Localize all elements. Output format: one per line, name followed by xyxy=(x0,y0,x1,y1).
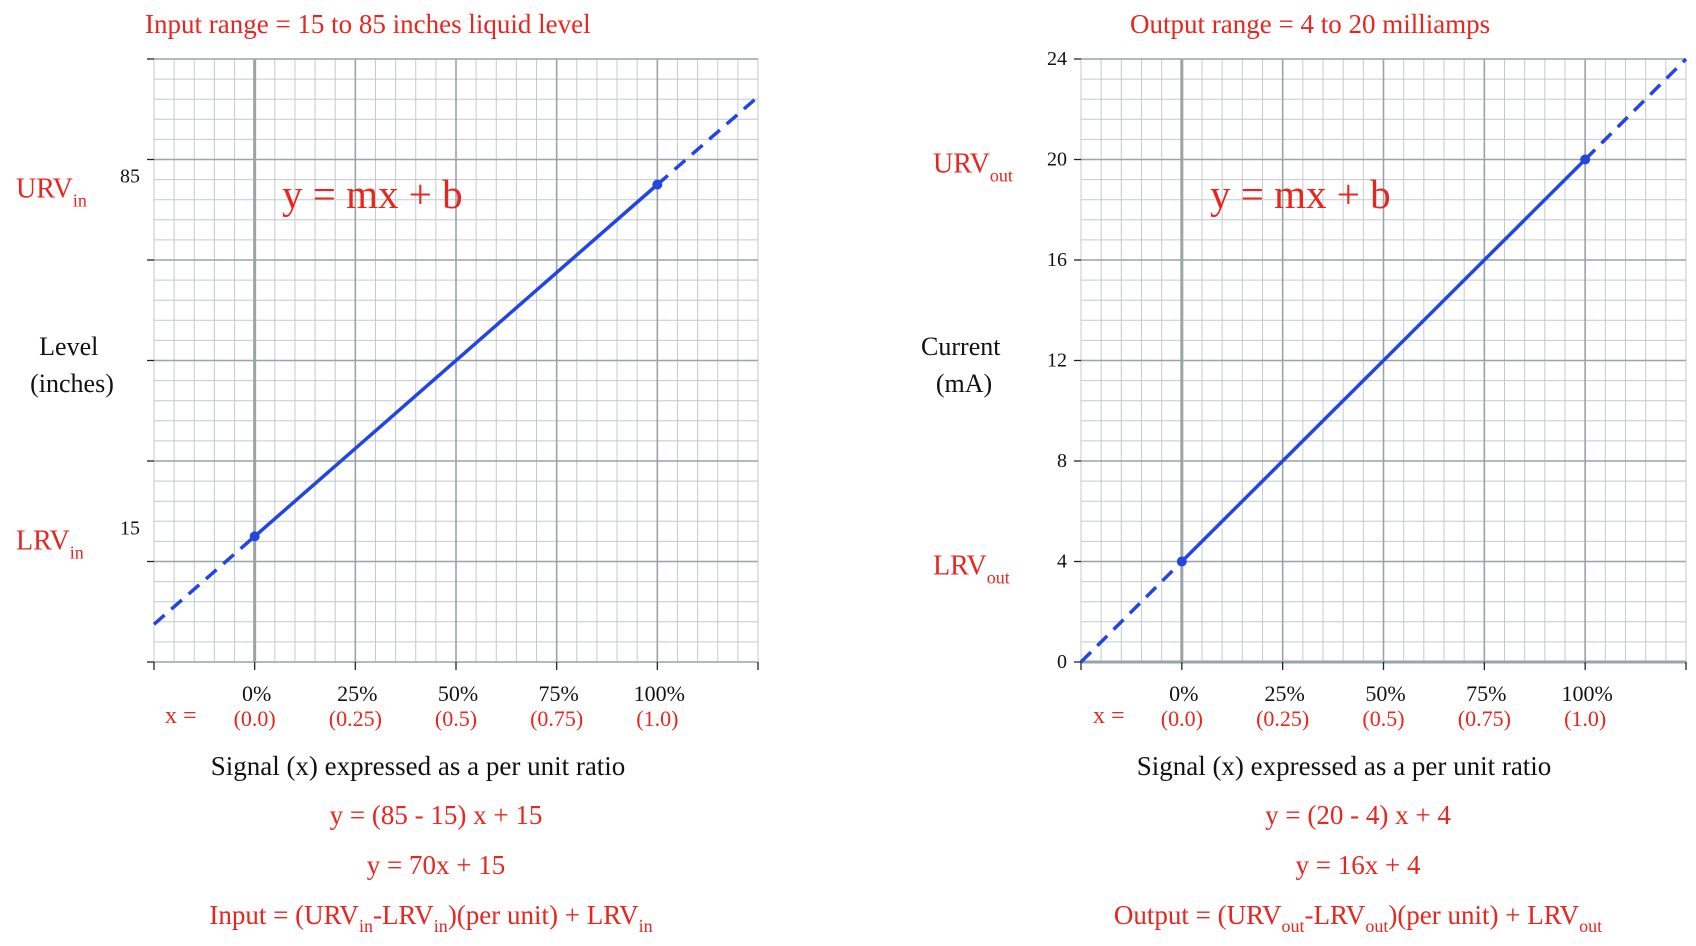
x-prefix-label: x = xyxy=(1093,703,1125,729)
data-point xyxy=(1580,154,1591,165)
y-axis-label-line1: Current xyxy=(921,332,1001,361)
series-line-extrapolated xyxy=(152,535,256,626)
formula-expanded: y = (20 - 4) x + 4 xyxy=(1265,800,1451,830)
x-prefix-label: x = xyxy=(165,703,197,729)
x-tick-percent: 75% xyxy=(1466,681,1506,706)
formula-expanded: y = (85 - 15) x + 15 xyxy=(330,800,543,830)
range-value-label: URVin xyxy=(16,174,87,211)
y-axis-label: Current (mA) xyxy=(921,332,1007,398)
y-ticks: 15 LRVin 85 URVin xyxy=(16,166,140,563)
data-point xyxy=(652,179,663,190)
data-point xyxy=(249,531,260,542)
x-tick-percent: 75% xyxy=(539,681,579,706)
x-tick-ratio: (0.25) xyxy=(329,706,382,731)
equation-label: y = mx + b xyxy=(1210,171,1391,217)
x-ticks: 0%(0.0) 25%(0.25) 50%(0.5) 75%(0.75) 100%(1.… xyxy=(1161,681,1613,731)
equation-label: y = mx + b xyxy=(282,171,463,217)
y-ticks: 0 4 LRVout 8 12 16 20 URVout 24 xyxy=(933,48,1067,673)
x-ticks: 0%(0.0) 25%(0.25) 50%(0.5) 75%(0.75) 100%(1.… xyxy=(234,681,685,731)
x-tick-percent: 25% xyxy=(1265,681,1305,706)
data-point xyxy=(1176,556,1187,567)
input-range-chart: Input range = 15 to 85 inches liquid lev… xyxy=(16,9,760,936)
y-tick-label: 12 xyxy=(1047,350,1067,372)
y-axis-label: Level (inches) xyxy=(30,332,114,398)
x-tick-ratio: (0.75) xyxy=(1458,706,1511,731)
y-tick-label: 16 xyxy=(1047,249,1067,271)
x-tick-ratio: (0.75) xyxy=(530,706,583,731)
series-line-extrapolated xyxy=(1079,560,1184,664)
chart-title: Output range = 4 to 20 milliamps xyxy=(1130,9,1490,39)
chart-title: Input range = 15 to 85 inches liquid lev… xyxy=(145,9,591,39)
y-axis-label-line1: Level xyxy=(39,332,98,361)
series-line-extrapolated xyxy=(1583,57,1688,161)
series xyxy=(152,95,760,626)
range-value-label: LRVin xyxy=(16,525,84,562)
general-formula: Input = (URVin-LRVin)(per unit) + LRVin xyxy=(209,900,652,936)
x-tick-percent: 0% xyxy=(1169,681,1198,706)
grid xyxy=(147,58,759,670)
series-line xyxy=(1180,158,1587,563)
output-range-chart: Output range = 4 to 20 milliamps 0 4 LRVou… xyxy=(921,9,1688,936)
y-tick-label: 20 xyxy=(1047,149,1067,171)
y-tick-label: 24 xyxy=(1047,48,1067,70)
x-tick-percent: 50% xyxy=(1365,681,1405,706)
x-axis-label: Signal (x) expressed as a per unit ratio xyxy=(211,751,626,781)
y-tick-label: 0 xyxy=(1057,651,1067,673)
y-tick-label: 4 xyxy=(1057,551,1067,573)
series-line xyxy=(253,183,659,538)
x-tick-ratio: (0.25) xyxy=(1256,706,1309,731)
formula-simplified: y = 70x + 15 xyxy=(367,850,505,880)
range-value-label: URVout xyxy=(933,149,1013,186)
x-tick-ratio: (1.0) xyxy=(636,706,678,731)
x-tick-ratio: (0.5) xyxy=(435,706,477,731)
range-value-label: LRVout xyxy=(933,551,1010,588)
series xyxy=(1079,57,1688,664)
formula-simplified: y = 16x + 4 xyxy=(1296,850,1421,880)
y-axis-label-line2: (inches) xyxy=(30,369,114,398)
y-tick-label: 8 xyxy=(1057,450,1067,472)
x-axis-label: Signal (x) expressed as a per unit ratio xyxy=(1137,751,1552,781)
series-line-extrapolated xyxy=(656,95,760,186)
x-tick-percent: 25% xyxy=(337,681,377,706)
y-tick-label: 85 xyxy=(120,166,140,188)
x-tick-ratio: (0.5) xyxy=(1362,706,1404,731)
y-axis-label-line2: (mA) xyxy=(936,369,992,398)
y-tick-label: 15 xyxy=(120,517,140,539)
x-tick-percent: 0% xyxy=(242,681,271,706)
x-tick-percent: 100% xyxy=(634,681,685,706)
x-tick-ratio: (0.0) xyxy=(1161,706,1203,731)
x-tick-percent: 50% xyxy=(438,681,478,706)
general-formula: Output = (URVout-LRVout)(per unit) + LRV… xyxy=(1114,900,1602,936)
x-tick-ratio: (0.0) xyxy=(234,706,276,731)
x-tick-ratio: (1.0) xyxy=(1564,706,1606,731)
x-tick-percent: 100% xyxy=(1562,681,1613,706)
